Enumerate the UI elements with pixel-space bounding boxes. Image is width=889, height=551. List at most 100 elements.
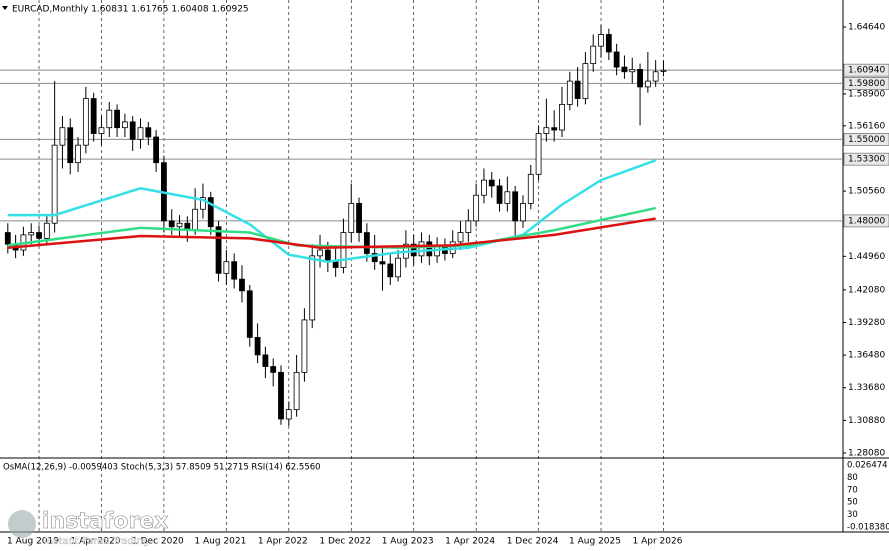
y-tick-label: 1.30880 <box>848 416 885 426</box>
candle-body <box>340 232 347 268</box>
candle-body <box>239 278 245 292</box>
candle-body <box>644 80 651 88</box>
candle-body <box>520 203 526 222</box>
candle-body <box>98 127 105 134</box>
indicator-scale-label: 50 <box>847 498 858 508</box>
indicator-scale-label: 80 <box>847 473 858 483</box>
candle-body <box>293 371 300 411</box>
y-tick-label: 1.50560 <box>848 187 885 197</box>
candle-body <box>324 249 331 263</box>
candle-body <box>176 222 183 228</box>
y-tick-label: 1.36480 <box>848 351 885 361</box>
candle-body <box>660 69 667 72</box>
candle-body <box>215 226 222 274</box>
candle-body <box>387 263 394 278</box>
level-box <box>843 152 889 166</box>
candle-body <box>527 173 534 204</box>
candle-body <box>371 253 378 263</box>
level-label: 1.55000 <box>848 135 885 145</box>
candle-body <box>332 261 339 268</box>
level-box <box>843 133 889 146</box>
candle-body <box>301 319 308 373</box>
x-tick-label: 1 Dec 2024 <box>507 537 559 547</box>
indicator-scale-label: 30 <box>847 510 858 520</box>
x-tick-label: 1 Dec 2022 <box>319 537 371 547</box>
candle-body <box>121 121 128 129</box>
candle-body <box>621 66 628 73</box>
candle-body <box>637 69 643 88</box>
watermark-text: instaforex <box>42 509 168 534</box>
y-tick-label: 1.44960 <box>848 252 885 262</box>
chart-title: EURCAD,Monthly 1.60831 1.61765 1.60408 1… <box>12 5 249 15</box>
candle-body <box>90 98 97 134</box>
watermark: instaforex Instant Forex Trading <box>8 509 169 547</box>
candle-body <box>590 45 597 65</box>
indicator-scale-label: 0.026474 <box>847 461 888 471</box>
candle-body <box>465 220 472 233</box>
x-tick-label: 1 Apr 2024 <box>445 537 495 547</box>
candle-body <box>543 127 550 134</box>
candle-body <box>379 261 386 265</box>
y-tick-label: 1.64640 <box>848 23 885 33</box>
candle-body <box>4 232 11 245</box>
candle-body <box>395 257 401 278</box>
candle-body <box>106 109 113 129</box>
x-tick-label: 1 Aug 2021 <box>194 537 246 547</box>
candle-body <box>317 249 323 257</box>
candle-body <box>28 232 35 236</box>
candle-body <box>488 179 495 187</box>
level-label: 1.60940 <box>848 66 885 76</box>
candle-body <box>551 127 558 131</box>
candle-body <box>82 98 89 146</box>
watermark-logo <box>8 510 36 538</box>
candle-body <box>262 354 269 367</box>
candle-body <box>605 34 612 53</box>
candle-body <box>559 103 565 131</box>
x-tick-label: 1 Aug 2019 <box>7 537 59 547</box>
candle-body <box>207 197 214 228</box>
candle-body <box>504 191 511 204</box>
y-tick-label: 1.39280 <box>848 318 885 328</box>
candle-body <box>309 255 316 321</box>
x-tick-label: 1 Apr 2020 <box>71 537 121 547</box>
moving-average <box>7 159 657 263</box>
candle-body <box>246 290 253 338</box>
candle-body <box>434 246 441 257</box>
candle-body <box>59 127 66 146</box>
candle-body <box>496 185 503 204</box>
y-tick-label: 1.58900 <box>848 89 885 99</box>
candle-body <box>254 337 261 356</box>
candle-body <box>512 191 519 222</box>
moving-average <box>7 217 656 249</box>
level-box <box>843 63 889 77</box>
candle-body <box>418 241 425 257</box>
level-box <box>843 214 889 228</box>
indicator-title: OsMA(12,26,9) -0.0059403 Stoch(5,3,3) 57… <box>3 463 321 473</box>
candle-body <box>473 194 480 222</box>
candle-body <box>192 208 199 231</box>
x-tick-label: 1 Aug 2023 <box>382 537 434 547</box>
candle-body <box>457 232 464 243</box>
candle-body <box>168 220 175 228</box>
candle-body <box>200 197 206 210</box>
candle-body <box>129 121 136 140</box>
candle-body <box>426 241 433 257</box>
y-tick-label: 1.42080 <box>848 285 885 295</box>
x-tick-label: 1 Apr 2022 <box>258 537 308 547</box>
candle-body <box>36 232 42 239</box>
y-tick-label: 1.56160 <box>848 121 885 131</box>
x-tick-label: 1 Dec 2020 <box>132 537 184 547</box>
candle-body <box>348 203 355 233</box>
candle-body <box>114 109 120 129</box>
candle-body <box>270 366 277 373</box>
level-label: 1.53300 <box>848 155 885 165</box>
candle-body <box>145 127 152 138</box>
candle-body <box>51 144 58 224</box>
candle-body <box>598 34 604 47</box>
level-label: 1.59800 <box>848 79 885 89</box>
candle-body <box>75 144 81 164</box>
indicator-scale-label: 70 <box>847 485 858 495</box>
candle-body <box>613 51 620 68</box>
